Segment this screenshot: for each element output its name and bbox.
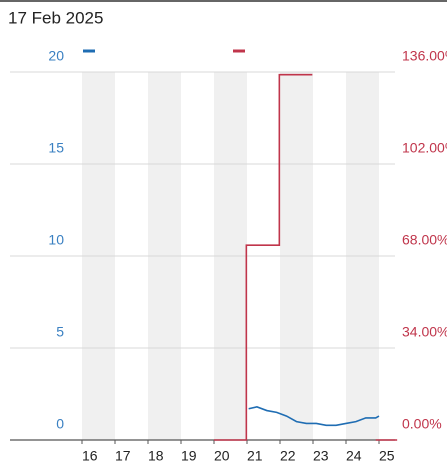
y-tick-label: 5	[56, 324, 64, 340]
series-line	[248, 406, 380, 427]
series-line	[214, 73, 313, 441]
x-tick-label: 20	[214, 448, 230, 464]
y2-tick-label: 68.00%	[402, 232, 447, 248]
y2-tick-label: 0.00%	[402, 416, 442, 432]
y-tick-label: 15	[48, 140, 64, 156]
x-tick-label: 22	[280, 448, 296, 464]
x-tick-label: 25	[379, 448, 395, 464]
x-tick-label: 18	[148, 448, 164, 464]
x-tick-label: 24	[346, 448, 362, 464]
x-tick-label: 21	[247, 448, 263, 464]
y2-tick-label: 34.00%	[402, 324, 447, 340]
x-tick-label: 17	[115, 448, 131, 464]
y2-tick-label: 102.00%	[402, 140, 447, 156]
chart-title: 17 Feb 2025	[8, 8, 103, 27]
x-tick-label: 16	[82, 448, 98, 464]
y-tick-label: 10	[48, 232, 64, 248]
y-tick-label: 20	[48, 48, 64, 64]
y2-tick-label: 136.00%	[402, 48, 447, 64]
x-tick-label: 19	[181, 448, 197, 464]
y-tick-label: 0	[56, 416, 64, 432]
x-tick-label: 23	[313, 448, 329, 464]
